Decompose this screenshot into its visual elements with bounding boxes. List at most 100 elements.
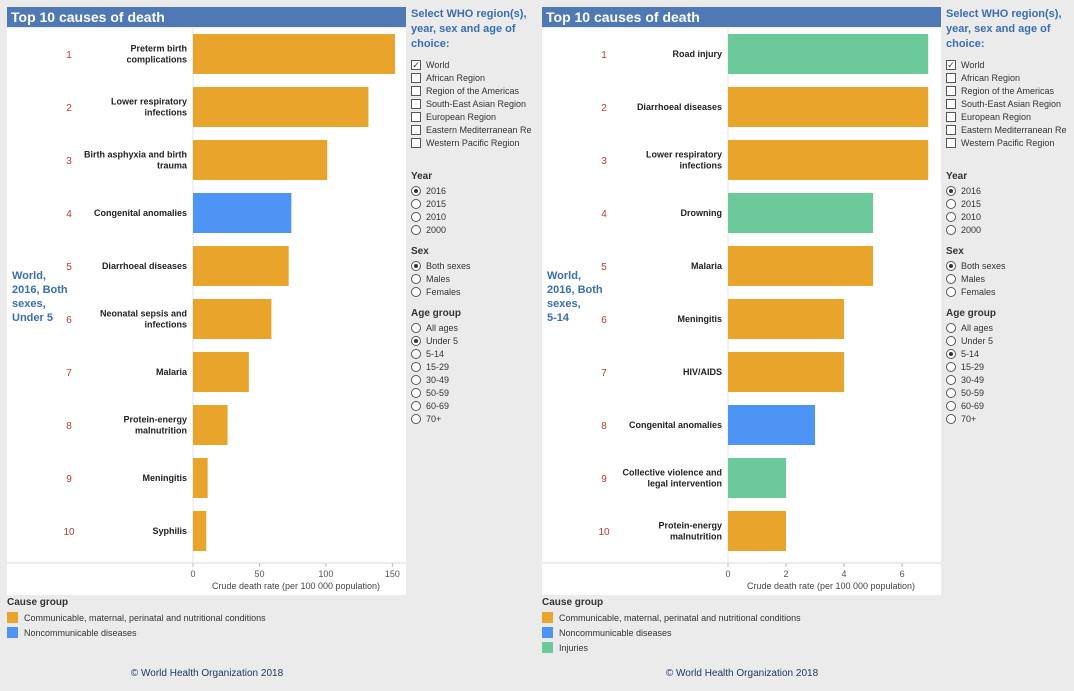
bar[interactable] [193, 458, 208, 498]
bar[interactable] [728, 511, 787, 551]
year-option[interactable]: 2016 [946, 184, 1066, 197]
sex-option[interactable]: Both sexes [946, 259, 1066, 272]
year-option[interactable]: 2000 [411, 223, 531, 236]
checkbox[interactable] [411, 72, 421, 83]
checkbox[interactable] [411, 137, 421, 148]
age-option[interactable]: 15-29 [411, 360, 531, 373]
radio-button[interactable] [411, 198, 421, 209]
sex-option[interactable]: Females [411, 285, 531, 298]
region-option-south-east-asian[interactable]: South-East Asian Region [946, 97, 1066, 110]
checkbox[interactable] [411, 111, 421, 122]
checkbox[interactable] [946, 111, 956, 122]
checkbox[interactable] [946, 98, 956, 109]
bar[interactable] [728, 458, 787, 498]
year-option[interactable]: 2000 [946, 223, 1066, 236]
radio-button[interactable] [946, 185, 956, 196]
sex-option[interactable]: Males [411, 272, 531, 285]
sex-option[interactable]: Males [946, 272, 1066, 285]
bar[interactable] [728, 193, 874, 233]
bar[interactable] [193, 299, 272, 339]
radio-button[interactable] [946, 348, 956, 359]
year-option[interactable]: 2015 [946, 197, 1066, 210]
bar[interactable] [728, 87, 929, 127]
region-option-european[interactable]: European Region [946, 110, 1066, 123]
age-option[interactable]: All ages [946, 321, 1066, 334]
radio-button[interactable] [946, 322, 956, 333]
checkbox[interactable] [946, 72, 956, 83]
bar[interactable] [193, 246, 289, 286]
region-option-americas[interactable]: Region of the Americas [411, 84, 531, 97]
bar[interactable] [193, 511, 207, 551]
legend-item-noncommunicable[interactable]: Noncommunicable diseases [7, 625, 407, 640]
radio-button[interactable] [411, 361, 421, 372]
legend-item-noncommunicable[interactable]: Noncommunicable diseases [542, 625, 942, 640]
radio-button[interactable] [946, 361, 956, 372]
region-option-european[interactable]: European Region [411, 110, 531, 123]
region-option-world[interactable]: ✓ World [411, 58, 531, 71]
bar[interactable] [728, 34, 929, 74]
radio-button[interactable] [411, 400, 421, 411]
checkbox[interactable]: ✓ [946, 59, 956, 70]
age-option[interactable]: 70+ [411, 412, 531, 425]
region-option-americas[interactable]: Region of the Americas [946, 84, 1066, 97]
bar[interactable] [193, 34, 396, 74]
age-option[interactable]: 60-69 [411, 399, 531, 412]
checkbox[interactable] [411, 124, 421, 135]
region-option-eastern-mediterranean[interactable]: Eastern Mediterranean Re.. [411, 123, 531, 136]
region-option-western-pacific[interactable]: Western Pacific Region [411, 136, 531, 149]
region-option-african[interactable]: African Region [946, 71, 1066, 84]
bar[interactable] [728, 246, 874, 286]
region-option-african[interactable]: African Region [411, 71, 531, 84]
sex-option[interactable]: Females [946, 285, 1066, 298]
legend-item-communicable[interactable]: Communicable, maternal, perinatal and nu… [7, 610, 407, 625]
radio-button[interactable] [411, 211, 421, 222]
checkbox[interactable] [411, 98, 421, 109]
bar[interactable] [193, 87, 369, 127]
bar[interactable] [728, 140, 929, 180]
radio-button[interactable] [411, 185, 421, 196]
checkbox[interactable] [946, 124, 956, 135]
radio-button[interactable] [946, 260, 956, 271]
age-option[interactable]: 50-59 [411, 386, 531, 399]
year-option[interactable]: 2010 [411, 210, 531, 223]
radio-button[interactable] [946, 374, 956, 385]
bar[interactable] [193, 140, 328, 180]
bar[interactable] [728, 352, 845, 392]
age-option[interactable]: 70+ [946, 412, 1066, 425]
radio-button[interactable] [411, 413, 421, 424]
age-option[interactable]: 60-69 [946, 399, 1066, 412]
age-option[interactable]: 50-59 [946, 386, 1066, 399]
year-option[interactable]: 2010 [946, 210, 1066, 223]
age-option[interactable]: 30-49 [946, 373, 1066, 386]
region-option-world[interactable]: ✓ World [946, 58, 1066, 71]
region-option-eastern-mediterranean[interactable]: Eastern Mediterranean Re.. [946, 123, 1066, 136]
radio-button[interactable] [946, 198, 956, 209]
age-option[interactable]: 15-29 [946, 360, 1066, 373]
age-option[interactable]: 5-14 [946, 347, 1066, 360]
radio-button[interactable] [411, 348, 421, 359]
radio-button[interactable] [946, 273, 956, 284]
bar[interactable] [193, 352, 249, 392]
checkbox[interactable] [411, 85, 421, 96]
year-option[interactable]: 2015 [411, 197, 531, 210]
radio-button[interactable] [411, 224, 421, 235]
sex-option[interactable]: Both sexes [411, 259, 531, 272]
region-option-south-east-asian[interactable]: South-East Asian Region [411, 97, 531, 110]
year-option[interactable]: 2016 [411, 184, 531, 197]
radio-button[interactable] [946, 286, 956, 297]
radio-button[interactable] [411, 286, 421, 297]
radio-button[interactable] [946, 224, 956, 235]
legend-item-injuries[interactable]: Injuries [542, 640, 942, 655]
checkbox[interactable] [946, 137, 956, 148]
age-option[interactable]: 5-14 [411, 347, 531, 360]
bar[interactable] [193, 405, 228, 445]
radio-button[interactable] [411, 374, 421, 385]
age-option[interactable]: Under 5 [946, 334, 1066, 347]
radio-button[interactable] [946, 211, 956, 222]
radio-button[interactable] [946, 400, 956, 411]
legend-item-communicable[interactable]: Communicable, maternal, perinatal and nu… [542, 610, 942, 625]
bar[interactable] [728, 405, 816, 445]
age-option[interactable]: Under 5 [411, 334, 531, 347]
bar[interactable] [193, 193, 292, 233]
radio-button[interactable] [411, 387, 421, 398]
